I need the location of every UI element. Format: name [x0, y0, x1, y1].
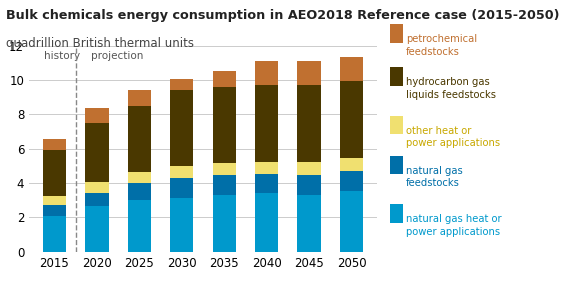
Bar: [212, 175, 236, 195]
Bar: [340, 158, 363, 171]
Bar: [255, 162, 278, 174]
Bar: [298, 195, 321, 252]
Text: petrochemical
feedstocks: petrochemical feedstocks: [406, 34, 477, 57]
Bar: [255, 85, 278, 162]
Bar: [128, 200, 151, 252]
Bar: [298, 85, 321, 162]
Bar: [170, 198, 194, 252]
Bar: [298, 61, 321, 85]
Bar: [43, 216, 66, 252]
Text: hydrocarbon gas
liquids feedstocks: hydrocarbon gas liquids feedstocks: [406, 77, 496, 100]
Bar: [128, 106, 151, 172]
Text: natural gas heat or
power applications: natural gas heat or power applications: [406, 214, 502, 237]
Bar: [340, 171, 363, 191]
Bar: [170, 79, 194, 90]
Bar: [85, 206, 108, 252]
Text: projection: projection: [90, 51, 143, 61]
Bar: [170, 166, 194, 178]
Bar: [170, 178, 194, 198]
Text: history: history: [44, 51, 80, 61]
Bar: [43, 196, 66, 205]
Bar: [212, 87, 236, 163]
Bar: [298, 162, 321, 175]
Bar: [255, 193, 278, 252]
Text: quadrillion British thermal units: quadrillion British thermal units: [6, 37, 194, 50]
Bar: [43, 139, 66, 150]
Bar: [340, 81, 363, 158]
Text: other heat or
power applications: other heat or power applications: [406, 126, 500, 148]
Bar: [85, 193, 108, 206]
Text: natural gas
feedstocks: natural gas feedstocks: [406, 166, 463, 188]
Bar: [43, 205, 66, 216]
Bar: [255, 174, 278, 193]
Text: Bulk chemicals energy consumption in AEO2018 Reference case (2015-2050): Bulk chemicals energy consumption in AEO…: [6, 9, 559, 21]
Bar: [85, 123, 108, 182]
Bar: [255, 61, 278, 85]
Bar: [212, 71, 236, 87]
Bar: [212, 195, 236, 252]
Bar: [85, 182, 108, 193]
Bar: [43, 150, 66, 196]
Bar: [212, 163, 236, 175]
Bar: [128, 90, 151, 106]
Bar: [85, 108, 108, 123]
Bar: [128, 183, 151, 200]
Bar: [170, 90, 194, 166]
Bar: [340, 191, 363, 252]
Bar: [340, 57, 363, 81]
Bar: [128, 172, 151, 183]
Bar: [298, 175, 321, 195]
